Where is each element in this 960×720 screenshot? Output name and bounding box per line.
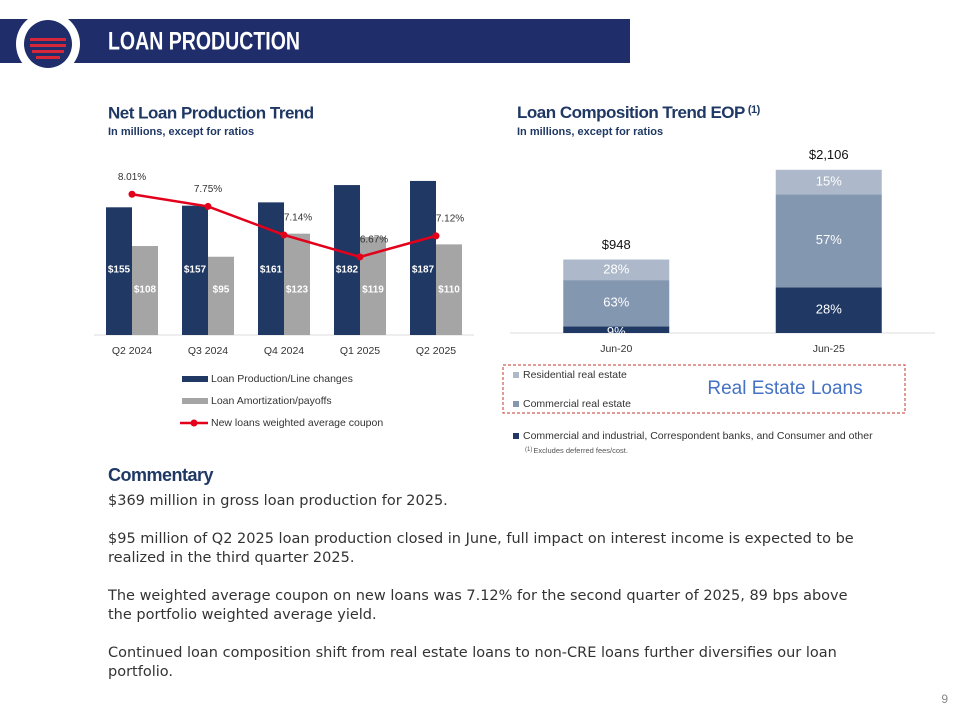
- line-point: [356, 253, 364, 261]
- legend-highlight: [502, 364, 906, 414]
- x-tick-label: Jun-25: [813, 343, 845, 355]
- x-tick-label: Jun-20: [600, 343, 632, 355]
- bar: [182, 205, 208, 335]
- data-label: 63%: [603, 295, 629, 310]
- bar: [436, 244, 462, 335]
- legend-swatch: [190, 419, 198, 427]
- chart-title-note: (1): [748, 104, 761, 116]
- chart-title: Loan Composition Trend EOP (1): [517, 103, 761, 122]
- x-tick-label: Q3 2024: [188, 345, 228, 357]
- data-label: $123: [286, 285, 309, 296]
- legend-label: Commercial real estate: [523, 398, 631, 410]
- legend-swatch: [513, 372, 519, 378]
- x-tick-label: Q1 2025: [340, 345, 380, 357]
- header-title: LOAN PRODUCTION: [108, 28, 300, 56]
- paragraph: Continued loan composition shift from re…: [108, 645, 837, 680]
- data-label: 7.12%: [436, 214, 464, 225]
- data-label: $108: [134, 285, 157, 296]
- bar-segment: [775, 194, 882, 288]
- chart-title-text: Loan Composition Trend EOP: [517, 103, 745, 122]
- bar-segment: [775, 287, 882, 333]
- paragraph: The weighted average coupon on new loans…: [108, 588, 848, 623]
- bar: [334, 185, 360, 335]
- footnote-mark: (1): [525, 447, 532, 453]
- legend-swatch: [182, 398, 208, 404]
- total-label: $948: [602, 237, 631, 252]
- data-label: 28%: [816, 302, 842, 317]
- x-tick-label: Q2 2025: [416, 345, 456, 357]
- line-point: [128, 190, 136, 198]
- annotation: Real Estate Loans: [707, 378, 862, 399]
- bar-segment: [563, 259, 670, 281]
- legend-label: Loan Amortization/payoffs: [211, 395, 332, 407]
- bar: [410, 180, 436, 335]
- header-bar: [0, 19, 630, 63]
- data-label: $157: [184, 265, 207, 276]
- data-label: $182: [336, 265, 359, 276]
- bar: [258, 202, 284, 335]
- page-number: 9: [941, 692, 948, 706]
- footnote: (1)Excludes deferred fees/cost.: [525, 446, 628, 455]
- legend-swatch: [513, 433, 519, 439]
- data-label: $95: [213, 285, 230, 296]
- legend-label: Residential real estate: [523, 369, 627, 381]
- line-point: [204, 202, 212, 210]
- data-label: 7.14%: [284, 213, 312, 224]
- data-label: $155: [108, 265, 131, 276]
- paragraph: $95 million of Q2 2025 loan production c…: [108, 531, 854, 566]
- bar: [106, 207, 132, 335]
- chart-subtitle: In millions, except for ratios: [108, 126, 254, 138]
- legend-label: Loan Production/Line changes: [211, 373, 353, 385]
- line-point: [432, 232, 440, 240]
- data-label: $119: [362, 285, 384, 296]
- logo-stripes: [30, 38, 66, 59]
- footnote-text: Excludes deferred fees/cost.: [533, 446, 628, 455]
- data-label: 15%: [816, 173, 842, 188]
- data-label: 9%: [607, 324, 626, 339]
- legend-label: New loans weighted average coupon: [211, 417, 383, 429]
- data-label: 7.75%: [194, 184, 222, 195]
- bar: [132, 246, 158, 335]
- data-label: 28%: [603, 261, 629, 276]
- bar: [208, 256, 234, 335]
- data-label: 57%: [816, 232, 842, 247]
- legend-label: Commercial and industrial, Correspondent…: [523, 430, 873, 442]
- line-point: [280, 231, 288, 239]
- bar-segment: [775, 169, 882, 195]
- commentary-title: Commentary: [108, 465, 214, 485]
- legend-swatch: [513, 401, 519, 407]
- data-label: 6.67%: [360, 235, 388, 246]
- legend-swatch: [182, 376, 208, 382]
- chart-title: Net Loan Production Trend: [108, 103, 314, 122]
- commentary: Commentary $369 million in gross loan pr…: [108, 465, 858, 701]
- bar-segment: [563, 280, 670, 327]
- paragraph: $369 million in gross loan production fo…: [108, 493, 448, 509]
- data-label: 8.01%: [118, 172, 146, 183]
- x-tick-label: Q2 2024: [112, 345, 152, 357]
- data-label: $187: [412, 265, 435, 276]
- data-label: $110: [438, 285, 460, 296]
- bar-segment: [563, 326, 670, 333]
- chart-subtitle: In millions, except for ratios: [517, 126, 663, 138]
- data-label: $161: [260, 265, 283, 276]
- bar: [284, 233, 310, 335]
- total-label: $2,106: [809, 147, 849, 162]
- x-tick-label: Q4 2024: [264, 345, 304, 357]
